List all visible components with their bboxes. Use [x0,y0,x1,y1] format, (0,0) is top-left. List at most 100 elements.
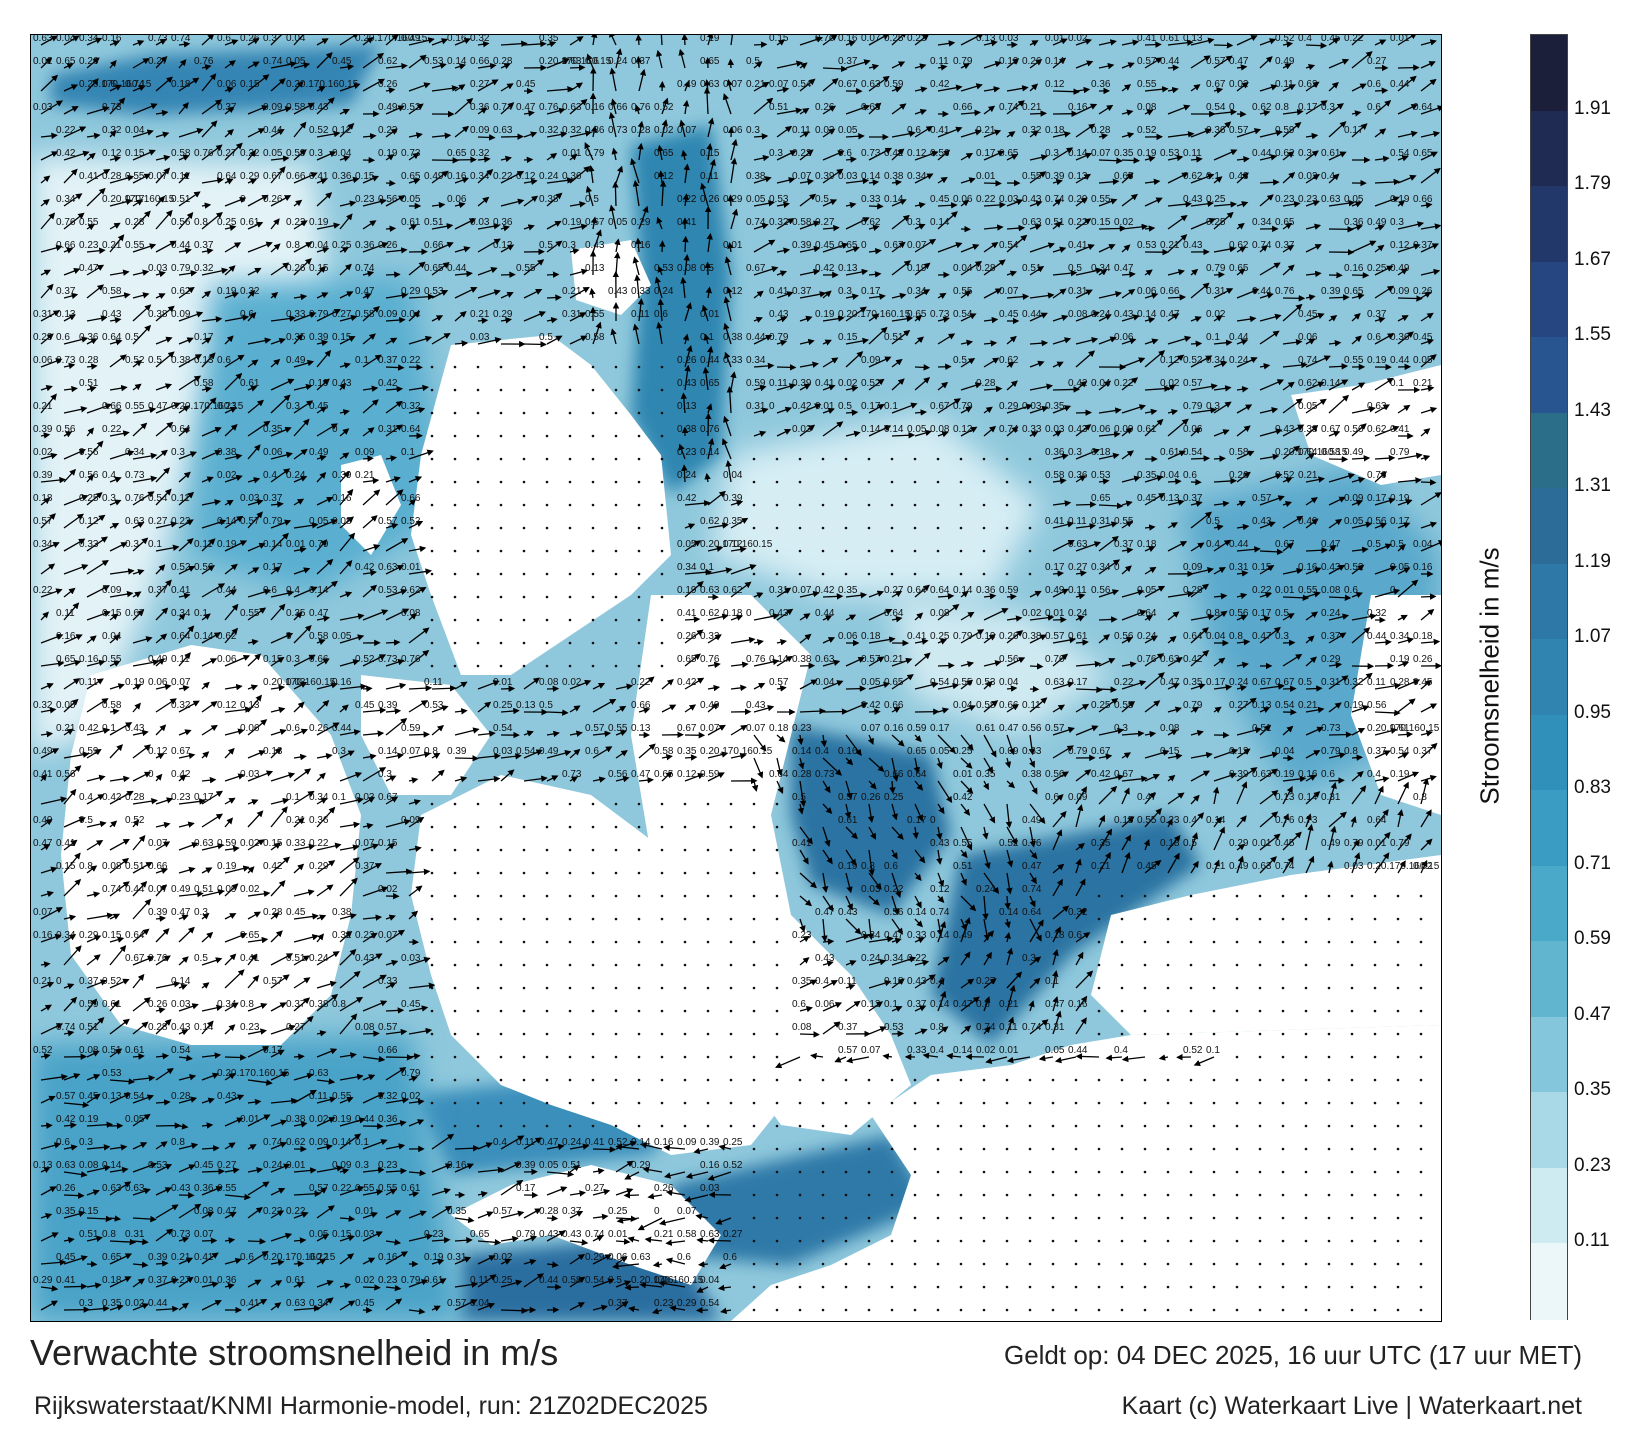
speed-value-label: 0.65 [1344,286,1364,297]
speed-value-label: 0.09 [102,585,122,596]
vector-dot [844,1147,848,1151]
speed-value-label: 0.62 [723,585,743,596]
speed-value-label: 0.58 [1229,447,1249,458]
vector-dot [1189,1101,1193,1105]
vector-dot [591,388,595,392]
current-arrow [293,149,307,161]
speed-value-label: 0.5 [700,263,714,274]
vector-dot [890,1124,894,1128]
colorbar-segment [1531,639,1567,716]
speed-value-label: 0.17 [976,148,996,159]
vector-dot [1005,457,1009,461]
speed-value-label: 0.79 [585,148,605,159]
speed-value-label: 0.16 [1068,999,1088,1010]
current-arrow [822,199,838,207]
current-arrow [1052,198,1062,207]
speed-value-label: 0.43 [332,378,352,389]
vector-dot [890,1262,894,1266]
speed-value-label: 0.23 [1298,194,1318,205]
speed-value-label: 0.22 [286,1206,306,1217]
speed-value-label: 0.32 [769,217,789,228]
vector-dot [1143,1239,1147,1243]
current-arrow [201,64,212,71]
speed-value-label: 0.51 [562,1160,582,1171]
speed-value-label: 0.63 [194,838,214,849]
speed-value-label: 0.04 [953,263,973,274]
vector-dot [1120,1124,1124,1128]
current-arrow [623,1192,640,1199]
vector-dot [1419,1285,1423,1289]
vector-dot [660,434,664,438]
vector-dot [959,1147,963,1151]
current-arrow [1236,222,1245,230]
speed-value-label: 0.11 [79,677,98,688]
speed-value-label: 0.53 [1091,470,1111,481]
vector-dot [1327,1170,1331,1174]
vector-dot [1097,917,1101,921]
speed-value-label: 0.41 [815,378,835,389]
speed-value-label: 0.14 [861,171,881,182]
colorbar-tick-label: 1.43 [1574,399,1611,421]
speed-value-label: 0.28 [976,378,996,389]
speed-value-label: 0.67 [125,608,145,619]
speed-value-label: 0.23 [217,401,237,412]
speed-value-label: 0.52 [1344,562,1364,573]
vector-dot [982,1308,986,1312]
vector-dot [775,1216,779,1220]
speed-value-label: 0.17 [194,332,214,343]
current-arrow [1098,62,1115,70]
current-arrow [1121,172,1134,184]
current-arrow [1029,40,1039,47]
speed-value-label: 0.16 [654,1137,674,1148]
current-arrow [868,35,890,46]
speed-value-label: 0.63 [631,1252,651,1263]
speed-value-label: 0.22 [884,884,904,895]
speed-value-label: 0.26 [1413,286,1433,297]
current-arrow [523,178,538,185]
current-arrow [678,48,686,69]
vector-dot [1005,1147,1009,1151]
speed-value-label: 0.04 [999,677,1019,688]
speed-value-label: 0.47 [355,286,375,297]
current-arrow [1006,199,1024,207]
current-arrow [362,52,385,69]
speed-value-label: 0.1 [1390,378,1404,389]
current-arrow [477,156,491,163]
speed-value-label: 0.12 [1045,79,1065,90]
speed-value-label: 0.36 [562,171,582,182]
vector-dot [522,549,526,553]
speed-value-label: 0.22 [1068,217,1088,228]
speed-value-label: 0.4 [102,470,116,481]
speed-value-label: 0.3 [769,148,783,159]
speed-value-label: 0.4 [263,470,277,481]
speed-value-label: 0.3 [171,447,185,458]
speed-value-label: 0.56 [884,907,904,918]
speed-value-label: 0.32 [1367,608,1387,619]
vector-dot [1304,1262,1308,1266]
vector-dot [1074,1239,1078,1243]
speed-value-label: 0.19 [1367,355,1387,366]
vector-dot [476,457,480,461]
current-arrow [339,213,353,230]
current-arrow [523,40,547,48]
vector-dot [430,963,434,967]
speed-value-label: 0.4 [815,976,829,987]
vector-dot [1281,1147,1285,1151]
speed-value-label: 0.20.170.160.15 [838,309,911,320]
vector-dot [476,825,480,829]
vector-dot [476,848,480,852]
speed-value-label: 0.37 [1114,539,1134,550]
vector-dot [798,1285,802,1289]
speed-value-label: 0.79 [1068,746,1088,757]
vector-dot [660,365,664,369]
speed-value-label: 0.29 [1321,654,1341,665]
speed-value-label: 0.47 [1160,309,1180,320]
current-arrow [1213,42,1234,49]
speed-value-label: 0.52 [1183,1045,1203,1056]
speed-value-label: 0.38 [148,309,168,320]
current-arrow [63,168,78,184]
current-arrow [1121,223,1149,231]
current-arrow [109,40,120,47]
speed-value-label: 0.43 [1321,562,1341,573]
speed-value-label: 0.65 [56,56,76,67]
